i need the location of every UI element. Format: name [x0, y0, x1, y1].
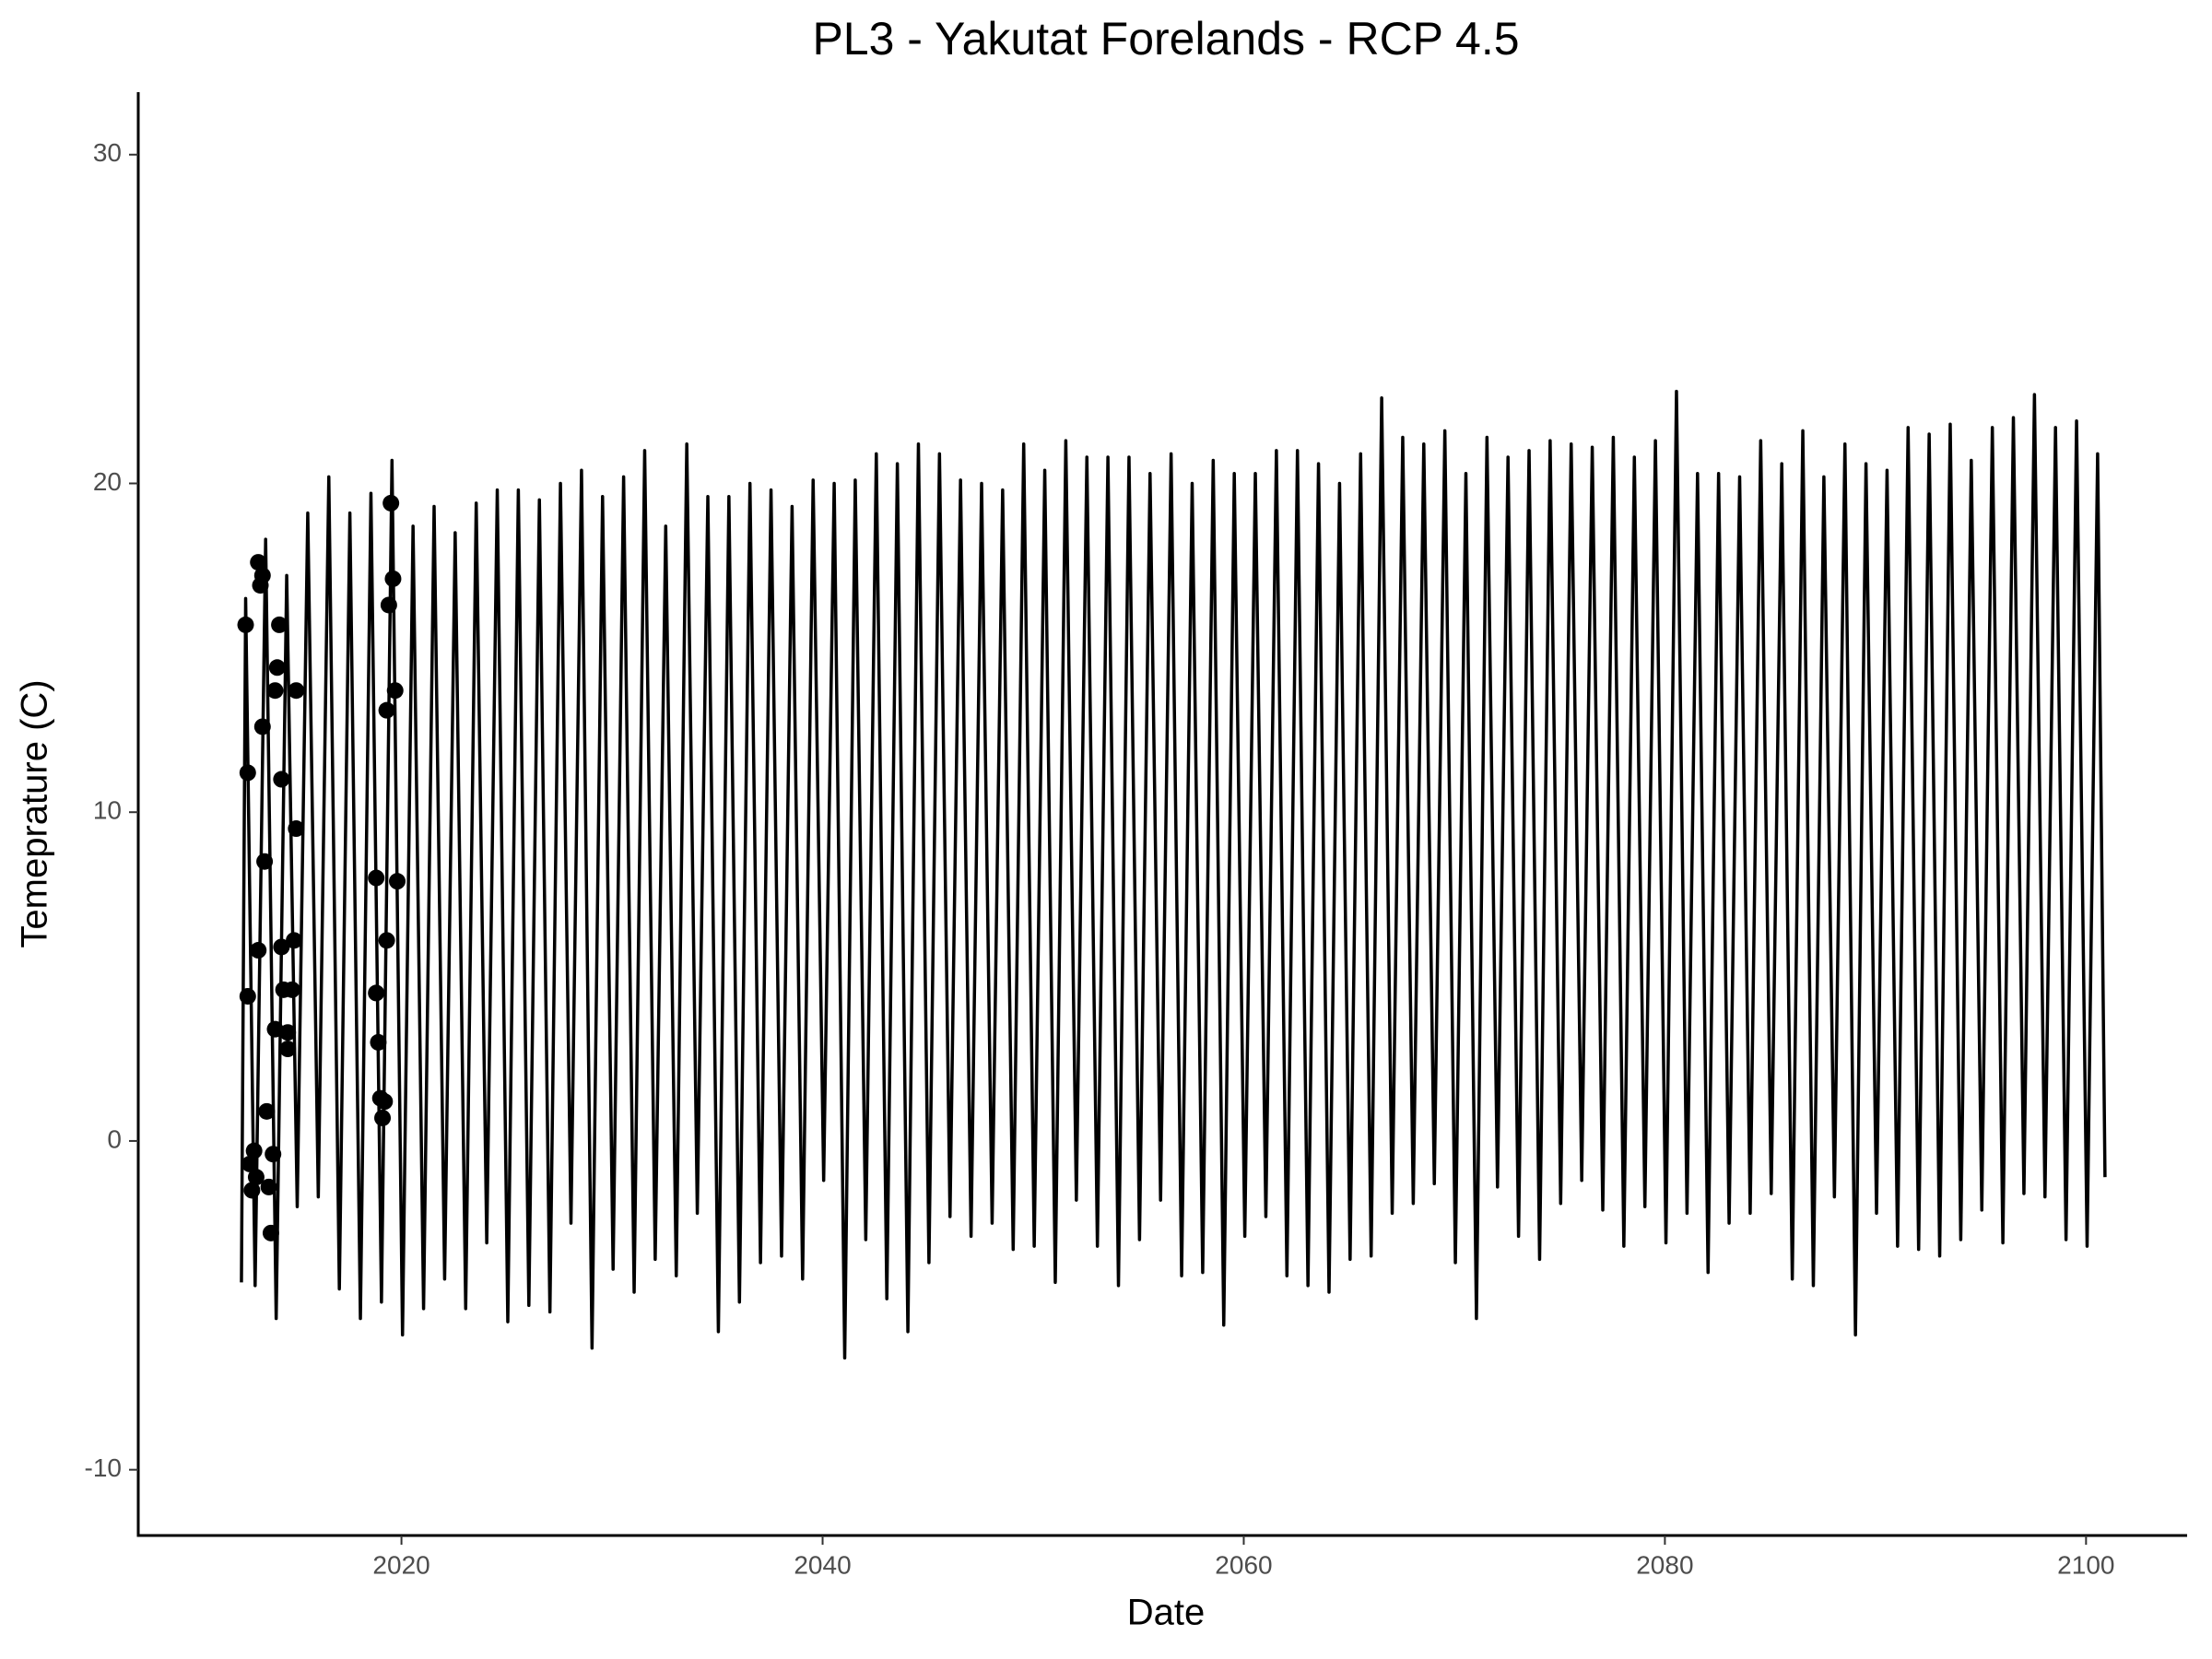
- observation-point: [389, 873, 406, 890]
- observation-point: [386, 682, 404, 700]
- observation-point: [368, 869, 385, 887]
- observation-point: [374, 1109, 392, 1126]
- y-tick-label: 20: [93, 467, 122, 496]
- x-tick-label: 2020: [372, 1550, 429, 1579]
- observation-point: [245, 1142, 263, 1159]
- x-axis-title: Date: [1127, 1593, 1206, 1633]
- observation-point: [247, 1169, 265, 1186]
- observation-point: [258, 1102, 276, 1120]
- observation-point: [256, 853, 274, 870]
- observation-point: [253, 567, 271, 584]
- observation-point: [241, 1155, 259, 1172]
- observation-point: [265, 1146, 282, 1163]
- observation-point: [250, 942, 267, 959]
- observation-point: [382, 494, 400, 512]
- observation-point: [378, 701, 395, 719]
- observation-point: [380, 596, 397, 614]
- x-tick-label: 2080: [1636, 1550, 1693, 1579]
- observation-point: [250, 554, 267, 571]
- y-tick-label: 10: [93, 796, 122, 825]
- observation-point: [271, 616, 288, 633]
- observation-point: [279, 1041, 297, 1058]
- observation-point: [273, 938, 290, 956]
- observation-point: [243, 1182, 261, 1199]
- observation-point: [384, 570, 402, 587]
- observation-point: [288, 820, 305, 838]
- observation-point: [266, 682, 284, 700]
- observation-point: [286, 932, 303, 949]
- y-tick-label: 30: [93, 138, 122, 167]
- observation-point: [273, 771, 290, 788]
- observation-point: [378, 932, 395, 949]
- observation-point: [266, 1020, 284, 1038]
- observation-point: [283, 981, 300, 998]
- observation-point: [260, 1178, 277, 1195]
- y-tick-label: -10: [85, 1453, 122, 1482]
- y-tick-label: 0: [107, 1124, 122, 1153]
- observation-point: [237, 616, 254, 633]
- y-axis-title: Temeprature (C): [15, 679, 55, 947]
- observation-point: [288, 682, 305, 700]
- x-tick-label: 2100: [2057, 1550, 2114, 1579]
- observation-point: [279, 1024, 297, 1041]
- observation-point: [368, 984, 385, 1002]
- observation-point: [262, 1224, 279, 1241]
- x-tick-label: 2040: [794, 1550, 851, 1579]
- observation-point: [253, 718, 271, 735]
- chart-title: PL3 - Yakutat Forelands - RCP 4.5: [812, 13, 1519, 65]
- observation-point: [376, 1093, 394, 1111]
- observation-point: [268, 659, 286, 677]
- observation-point: [239, 764, 256, 782]
- temperature-line: [240, 389, 2107, 1360]
- observation-point: [239, 987, 256, 1005]
- x-tick-label: 2060: [1215, 1550, 1272, 1579]
- observation-point: [370, 1033, 387, 1051]
